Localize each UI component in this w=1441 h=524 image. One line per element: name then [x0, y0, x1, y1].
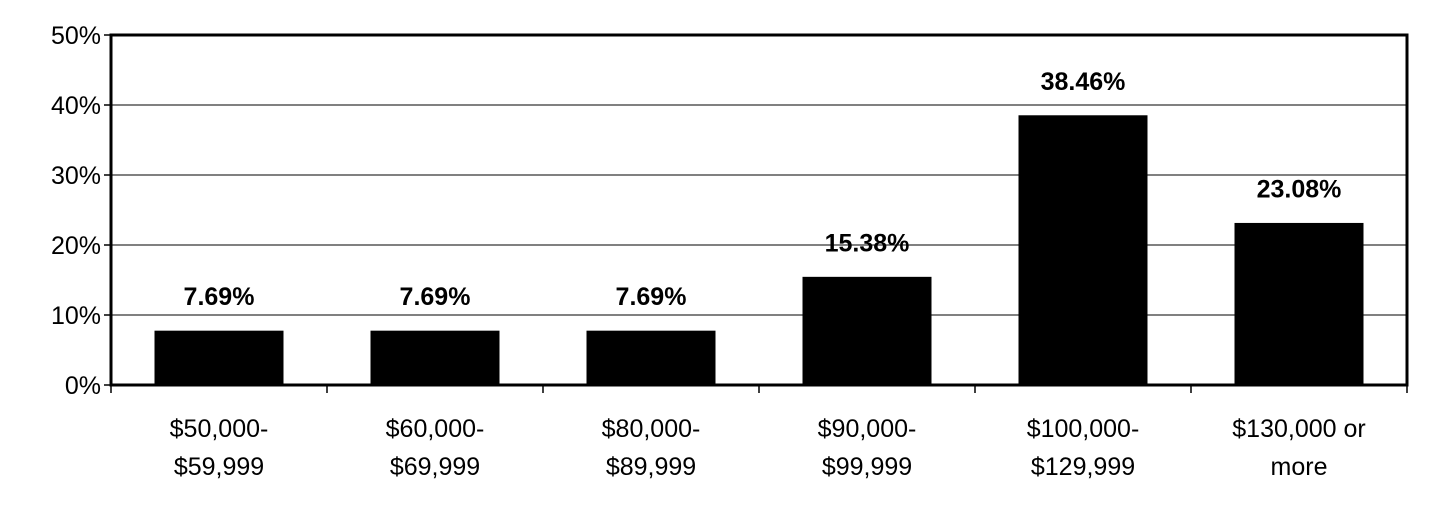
labels: 0% 10% 20% 30% 40% 50% 7.69% $50,000- $59,999 7.6… [51, 22, 1366, 481]
x-category-label: $129,999 [1031, 453, 1135, 481]
y-tick-label: 40% [51, 92, 101, 120]
plot-area-border [109, 33, 1409, 387]
axis-ticks [104, 34, 1408, 393]
x-category-label: more [1271, 453, 1328, 481]
bar [802, 276, 932, 386]
y-tick-label: 30% [51, 162, 101, 190]
data-label: 38.46% [1041, 68, 1126, 96]
x-category-label: $50,000- [170, 415, 269, 443]
y-tick-label: 50% [51, 22, 101, 50]
x-category-label: $80,000- [602, 415, 701, 443]
bar [370, 330, 500, 386]
y-tick-label: 20% [51, 232, 101, 260]
x-category-label: $99,999 [822, 453, 912, 481]
data-label: 7.69% [184, 283, 255, 311]
bar [586, 330, 716, 386]
x-category-label: $60,000- [386, 415, 485, 443]
data-label: 7.69% [400, 283, 471, 311]
gridlines [111, 104, 1407, 316]
x-category-label: $69,999 [390, 453, 480, 481]
bar [154, 330, 284, 386]
x-category-label: $100,000- [1027, 415, 1140, 443]
data-label: 15.38% [825, 229, 910, 257]
data-label: 7.69% [616, 283, 687, 311]
x-category-label: $90,000- [818, 415, 917, 443]
y-tick-label: 0% [65, 372, 101, 400]
data-label: 23.08% [1257, 175, 1342, 203]
bars [154, 115, 1364, 386]
bar [1234, 222, 1364, 386]
y-tick-label: 10% [51, 302, 101, 330]
x-category-label: $89,999 [606, 453, 696, 481]
x-category-label: $130,000 or [1232, 415, 1365, 443]
bar [1018, 115, 1148, 386]
x-category-label: $59,999 [174, 453, 264, 481]
